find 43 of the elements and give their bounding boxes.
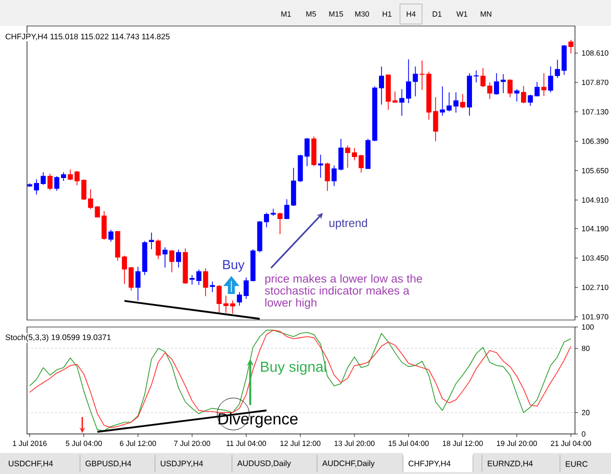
candlestick [345, 145, 350, 168]
candlestick [196, 269, 202, 286]
text: CHFJPY,H4 115.018 115.022 114.743 114.825 [6, 34, 170, 40]
candlestick [324, 162, 330, 192]
candlestick [453, 92, 458, 114]
text: USDJPY,H4 [160, 460, 203, 468]
candlestick [338, 138, 344, 171]
text: Stoch(5,3,3) 19.0599 19.0371 [6, 334, 111, 342]
candlestick [420, 60, 425, 90]
candlestick [568, 40, 574, 54]
text: CHFJPY,H4 [408, 460, 451, 468]
candlestick [190, 274, 195, 286]
candlestick [332, 165, 337, 187]
candlestick [176, 249, 182, 268]
candlestick [169, 250, 174, 273]
candlestick [548, 66, 554, 93]
candlestick [203, 268, 208, 297]
text: GBPUSD,H4 [86, 460, 132, 468]
candlestick [460, 94, 466, 109]
text: AUDUSD,Daily [237, 460, 291, 468]
candlestick [508, 78, 513, 98]
candlestick [108, 229, 114, 242]
candlestick [514, 88, 520, 102]
candlestick [541, 72, 546, 96]
annotation: Buy [223, 260, 244, 272]
text: AUDCHF,Daily [322, 460, 375, 468]
annotation: Divergence [218, 412, 298, 428]
candlestick [148, 232, 154, 250]
text: EURC [566, 461, 588, 467]
candlestick [156, 238, 161, 260]
candlestick [47, 173, 53, 190]
text: EURNZD,H4 [488, 460, 533, 468]
candlestick [318, 154, 324, 178]
candlestick [210, 281, 215, 293]
candlestick [162, 246, 168, 268]
annotation: uptrend [329, 218, 367, 230]
candlestick [412, 66, 418, 97]
annotation: price makes a lower low as the stochastic indicator makes a lower high [264, 274, 422, 309]
candlestick [521, 86, 526, 104]
annotation: Buy signal [261, 361, 326, 375]
candlestick [216, 284, 222, 314]
text: USDCHF,H4 [8, 460, 53, 468]
candlestick [277, 212, 283, 235]
